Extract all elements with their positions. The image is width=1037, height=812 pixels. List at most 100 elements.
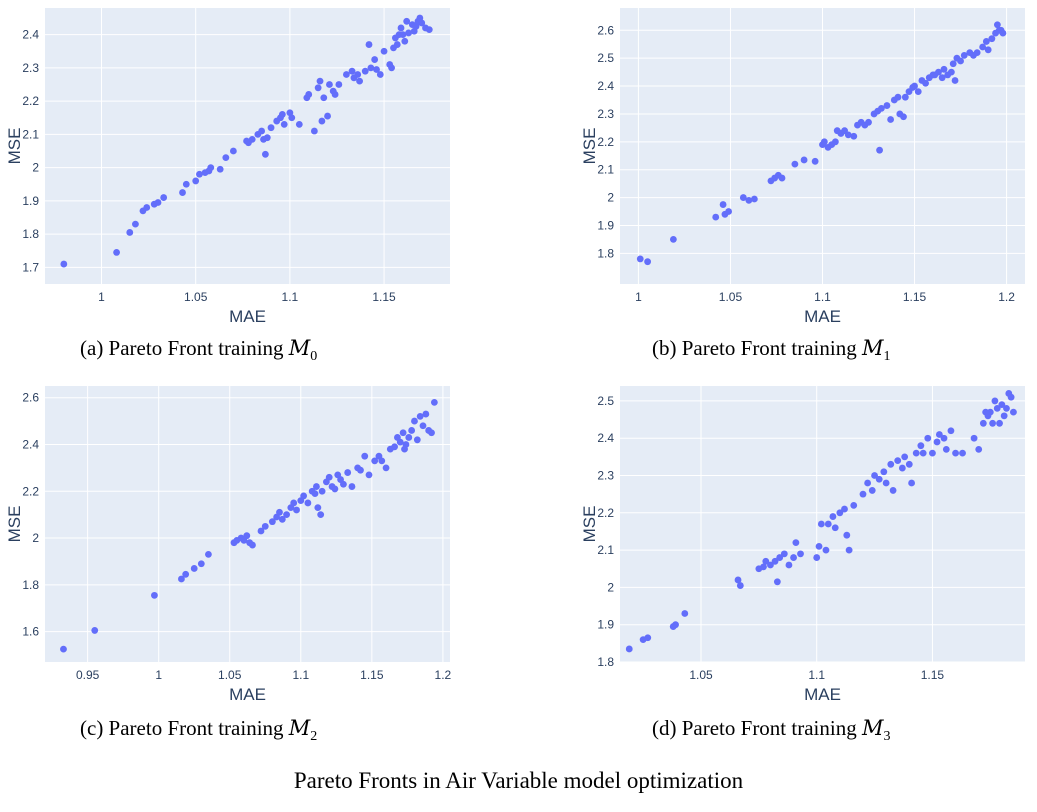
x-tick-label: 1 xyxy=(98,290,105,304)
scatter-point xyxy=(340,480,347,488)
scatter-point xyxy=(320,94,328,102)
scatter-point xyxy=(871,472,878,479)
y-tick-label: 2.4 xyxy=(22,437,39,451)
scatter-point xyxy=(900,113,907,121)
scatter-point xyxy=(982,38,990,45)
scatter-point xyxy=(669,235,677,243)
plot-area-a xyxy=(45,8,450,284)
scatter-point xyxy=(376,71,384,78)
scatter-point xyxy=(401,445,408,453)
y-axis-title: MSE xyxy=(5,506,24,543)
scatter-point xyxy=(313,483,320,490)
scatter-point xyxy=(397,24,405,32)
scatter-point xyxy=(190,565,198,572)
scatter-point xyxy=(326,81,333,88)
scatter-point xyxy=(841,505,848,513)
scatter-point xyxy=(889,487,897,494)
scatter-point xyxy=(998,401,1006,409)
scatter-point xyxy=(367,64,375,72)
scatter-point xyxy=(405,29,412,37)
x-tick-label: 1.15 xyxy=(372,290,396,304)
scatter-point xyxy=(959,449,966,457)
scatter-point xyxy=(736,582,744,589)
scatter-point xyxy=(876,146,883,154)
scatter-point xyxy=(951,77,959,84)
scatter-point xyxy=(182,570,190,578)
scatter-point xyxy=(820,138,828,146)
scatter-point xyxy=(942,446,950,453)
y-tick-label: 2.1 xyxy=(597,163,614,177)
scatter-point xyxy=(791,160,799,168)
scatter-point xyxy=(887,116,895,123)
scatter-point xyxy=(815,542,823,550)
y-tick-label: 1.9 xyxy=(597,218,614,232)
scatter-point xyxy=(901,93,909,101)
y-tick-label: 2.3 xyxy=(22,61,39,75)
scatter-point xyxy=(811,157,819,165)
panel-b: 1 1.05 1.1 1.15 1.2 1.8 1.9 2 2.1 2.2 2.3 2.4 2.5 2.6… xyxy=(575,0,1037,330)
x-tick-label: 1.15 xyxy=(903,290,927,304)
scatter-point xyxy=(933,438,941,446)
scatter-point xyxy=(357,466,364,474)
scatter-point xyxy=(1003,404,1010,412)
scatter-point xyxy=(800,156,808,164)
scatter-point xyxy=(378,457,386,465)
scatter-point xyxy=(883,102,891,109)
scatter-point xyxy=(865,118,872,126)
x-tick-label: 1.15 xyxy=(360,668,384,682)
y-tick-label: 2.5 xyxy=(597,51,614,65)
scatter-point xyxy=(864,479,872,487)
y-tick-label: 1.9 xyxy=(597,618,614,632)
scatter-point xyxy=(430,398,438,406)
scatter-point xyxy=(912,449,920,457)
scatter-point xyxy=(850,501,858,509)
x-tick-label: 1.2 xyxy=(998,290,1015,304)
caption-d: (d) Pareto Front training M3 xyxy=(652,716,891,745)
x-tick-label: 1.05 xyxy=(689,668,713,682)
scatter-plot-c: 0.95 1 1.05 1.1 1.15 1.2 1.6 1.8 2 2.2 2.4 2.6 MAE MS… xyxy=(5,386,452,704)
scatter-point xyxy=(908,479,915,487)
scatter-point xyxy=(318,487,326,495)
scatter-point xyxy=(290,499,298,507)
y-tick-label: 2.6 xyxy=(22,391,39,405)
scatter-point xyxy=(813,554,821,561)
scatter-point xyxy=(425,26,433,34)
scatter-point xyxy=(154,199,162,206)
y-tick-label: 2.3 xyxy=(597,107,614,121)
scatter-point xyxy=(197,560,205,568)
scatter-point xyxy=(361,67,369,75)
scatter-point xyxy=(408,427,416,434)
scatter-point xyxy=(1000,412,1008,420)
scatter-point xyxy=(712,213,720,221)
scatter-point xyxy=(249,541,256,549)
scatter-point xyxy=(348,483,356,490)
scatter-point xyxy=(868,487,876,494)
scatter-point xyxy=(60,260,68,268)
scatter-point xyxy=(882,479,890,487)
scatter-point xyxy=(750,195,758,203)
x-tick-label: 1.2 xyxy=(435,668,452,682)
scatter-point xyxy=(314,84,322,92)
scatter-point xyxy=(1007,393,1015,401)
scatter-point xyxy=(268,518,276,526)
scatter-point xyxy=(182,180,190,188)
scatter-point xyxy=(924,434,932,442)
scatter-point xyxy=(314,504,322,512)
scatter-point xyxy=(999,29,1007,37)
scatter-point xyxy=(151,591,158,599)
scatter-point xyxy=(935,68,942,76)
scatter-point xyxy=(371,56,379,63)
x-axis-title: MAE xyxy=(229,685,266,704)
scatter-point xyxy=(644,258,652,266)
scatter-point xyxy=(405,434,413,441)
scatter-point xyxy=(922,79,929,87)
y-axis-title: MSE xyxy=(580,128,599,165)
y-tick-label: 2 xyxy=(607,191,614,205)
scatter-point xyxy=(824,520,832,528)
scatter-point xyxy=(780,550,788,558)
x-axis-title: MAE xyxy=(229,307,266,326)
scatter-point xyxy=(258,127,266,135)
scatter-point xyxy=(399,429,407,437)
scatter-point xyxy=(288,114,296,122)
scatter-point xyxy=(160,194,168,201)
